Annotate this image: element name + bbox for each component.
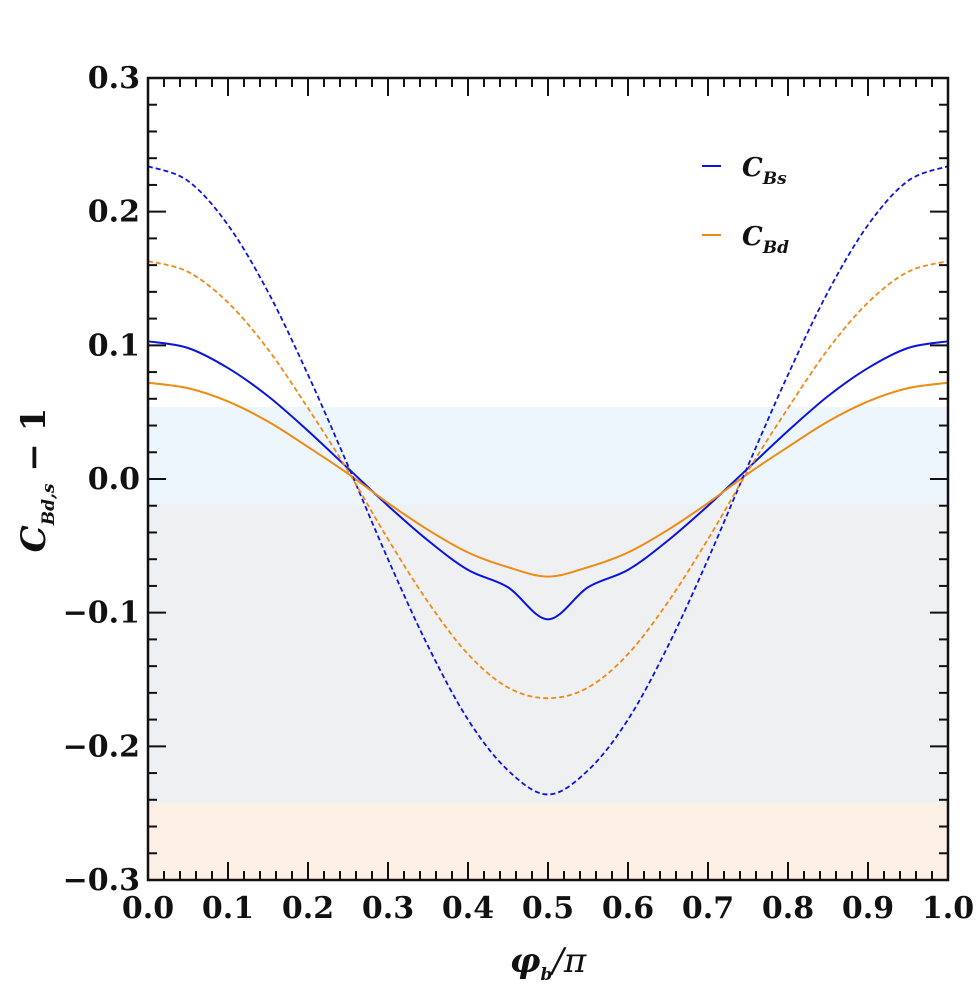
x-tick-labels: 0.0 0.1 0.2 0.3 0.4 0.5 0.6 0.7 0.8 0.9 1.0	[122, 891, 974, 926]
x-tick-label: 0.7	[682, 891, 734, 926]
band-1	[148, 504, 948, 804]
x-tick-label: 0.6	[602, 891, 654, 926]
axis-ticks	[147, 77, 949, 881]
legend: CBs CBd	[702, 153, 789, 258]
series-0-solid-curve	[147, 340, 949, 621]
x-tick-label: 0.1	[202, 891, 254, 926]
y-tick-label: −0.3	[63, 863, 140, 898]
y-tick-label: 0.1	[88, 328, 140, 363]
curves	[147, 165, 949, 796]
x-tick-label: 0.2	[282, 891, 334, 926]
y-axis-title: CBd,s − 1	[14, 408, 59, 553]
band-0	[148, 406, 948, 505]
y-tick-label: 0.0	[88, 462, 140, 497]
x-tick-label: 0.3	[362, 891, 414, 926]
legend-label-cbs: CBs	[742, 153, 787, 189]
x-tick-label: 0.9	[842, 891, 894, 926]
x-axis-title: φb/π	[510, 941, 587, 985]
y-tick-labels: 0.3 0.2 0.1 0.0 −0.1 −0.2 −0.3	[63, 61, 140, 898]
series-3-dashed-curve	[147, 260, 949, 700]
y-tick-label: 0.2	[88, 195, 140, 230]
y-tick-label: 0.3	[88, 61, 140, 96]
y-tick-label: −0.2	[63, 729, 140, 764]
x-tick-label: 0.8	[762, 891, 814, 926]
shaded-bands	[148, 406, 948, 880]
x-tick-label: 0.5	[522, 891, 574, 926]
series-2-dashed-curve	[147, 165, 949, 796]
x-tick-label: 1.0	[922, 891, 974, 926]
x-tick-label: 0.0	[122, 891, 174, 926]
y-tick-label: −0.1	[63, 596, 140, 631]
series-1-solid-curve	[147, 381, 949, 578]
plot-frame	[146, 76, 950, 882]
legend-label-cbd: CBd	[742, 222, 789, 258]
x-tick-label: 0.4	[442, 891, 494, 926]
